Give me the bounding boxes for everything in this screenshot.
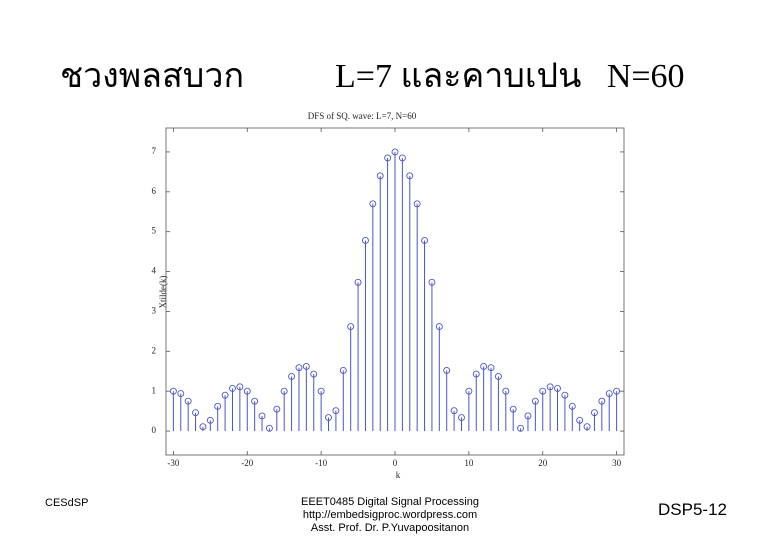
footer-line: EEET0485 Digital Signal Processing (301, 496, 479, 508)
stem-marker (576, 416, 584, 424)
x-tick-label: 20 (538, 458, 548, 468)
stem-marker (428, 278, 436, 286)
stem-marker (258, 412, 266, 420)
footer-line: http://embedsigproc.wordpress.com (302, 509, 478, 521)
stem-marker (487, 364, 495, 372)
stem-marker (613, 387, 621, 395)
stem-marker (443, 367, 451, 374)
stem-marker (531, 397, 539, 405)
stem-marker (568, 402, 576, 410)
y-tick-label: 3 (152, 306, 157, 316)
stem-marker (398, 154, 406, 162)
y-axis-label: Xtilde(k) (158, 276, 168, 309)
stem-marker (494, 372, 502, 380)
x-tick-label: -20 (241, 458, 253, 468)
stem-marker (199, 423, 207, 431)
stem-marker (583, 423, 591, 431)
x-tick-label: 30 (612, 458, 622, 468)
stem-marker (354, 278, 362, 286)
stem-marker (384, 154, 392, 162)
stem-marker (539, 387, 547, 395)
x-tick-label: -30 (167, 458, 179, 468)
stem-marker (554, 384, 561, 392)
chart: DFS of SQ. wave: L=7, N=60 k Xtilde(k) 0… (152, 111, 625, 480)
stem-marker (376, 172, 384, 180)
stem-marker (236, 383, 244, 391)
stem-marker (243, 387, 251, 395)
stem-marker (546, 383, 554, 391)
stem-marker (598, 397, 606, 405)
footer-left: CESdSP (45, 497, 89, 509)
stem-marker (435, 323, 443, 331)
stem-marker (177, 390, 185, 398)
x-tick-label: 10 (464, 458, 474, 468)
slide-title-right: L=7 และคาบเปน N=60 (335, 58, 685, 95)
stem-marker (273, 405, 281, 413)
stem-marker (524, 412, 532, 420)
stem-marker (605, 390, 613, 398)
x-axis-label: k (396, 470, 401, 480)
stem-marker (332, 407, 340, 415)
stem-marker (214, 402, 222, 410)
stem-marker (184, 397, 192, 405)
y-tick-label: 0 (152, 425, 157, 435)
stem-marker (169, 387, 177, 395)
stem-marker (317, 387, 325, 395)
y-tick-label: 4 (152, 266, 157, 276)
stem-marker (591, 409, 598, 417)
y-tick-label: 2 (152, 345, 157, 355)
stem-marker (413, 200, 421, 208)
stem-marker (421, 237, 428, 244)
stem-marker (561, 391, 569, 399)
stem-marker (229, 384, 236, 392)
stem-marker (221, 391, 229, 399)
stem-marker (369, 200, 377, 208)
y-tick-label: 6 (152, 186, 157, 196)
stem-marker (362, 237, 369, 244)
stem-marker (472, 370, 480, 378)
footer-center: EEET0485 Digital Signal Processing http:… (250, 496, 530, 535)
stem-marker (206, 416, 214, 424)
stem-marker (251, 397, 259, 405)
stem-marker (339, 367, 347, 374)
chart-title: DFS of SQ. wave: L=7, N=60 (308, 111, 417, 121)
stem-marker (406, 172, 414, 180)
stem-marker (458, 414, 465, 421)
stem-marker (295, 364, 303, 372)
x-tick-label: 0 (393, 458, 398, 468)
x-tick-label: -10 (315, 458, 327, 468)
stem-marker (391, 148, 399, 156)
stem-marker (310, 370, 318, 378)
stem-marker (509, 405, 517, 413)
stem-marker (480, 363, 488, 370)
stem-marker (280, 387, 288, 395)
stem-marker (502, 387, 510, 395)
stem-marker (288, 372, 296, 380)
slide-title-left: ชวงพลสบวก (60, 58, 245, 95)
footer-line: Asst. Prof. Dr. P.Yuvapoositanon (310, 522, 470, 534)
stem-marker (302, 363, 310, 370)
footer-right: DSP5-12 (658, 500, 727, 519)
stem-marker (192, 409, 199, 417)
stem-marker (265, 424, 273, 432)
stem-marker (465, 387, 473, 395)
y-tick-label: 7 (152, 146, 157, 156)
y-tick-label: 5 (152, 226, 157, 236)
stem-marker (325, 414, 332, 421)
stem-marker (517, 424, 525, 432)
y-tick-label: 1 (152, 385, 157, 395)
stem-marker (347, 323, 355, 331)
stem-marker (450, 407, 458, 415)
